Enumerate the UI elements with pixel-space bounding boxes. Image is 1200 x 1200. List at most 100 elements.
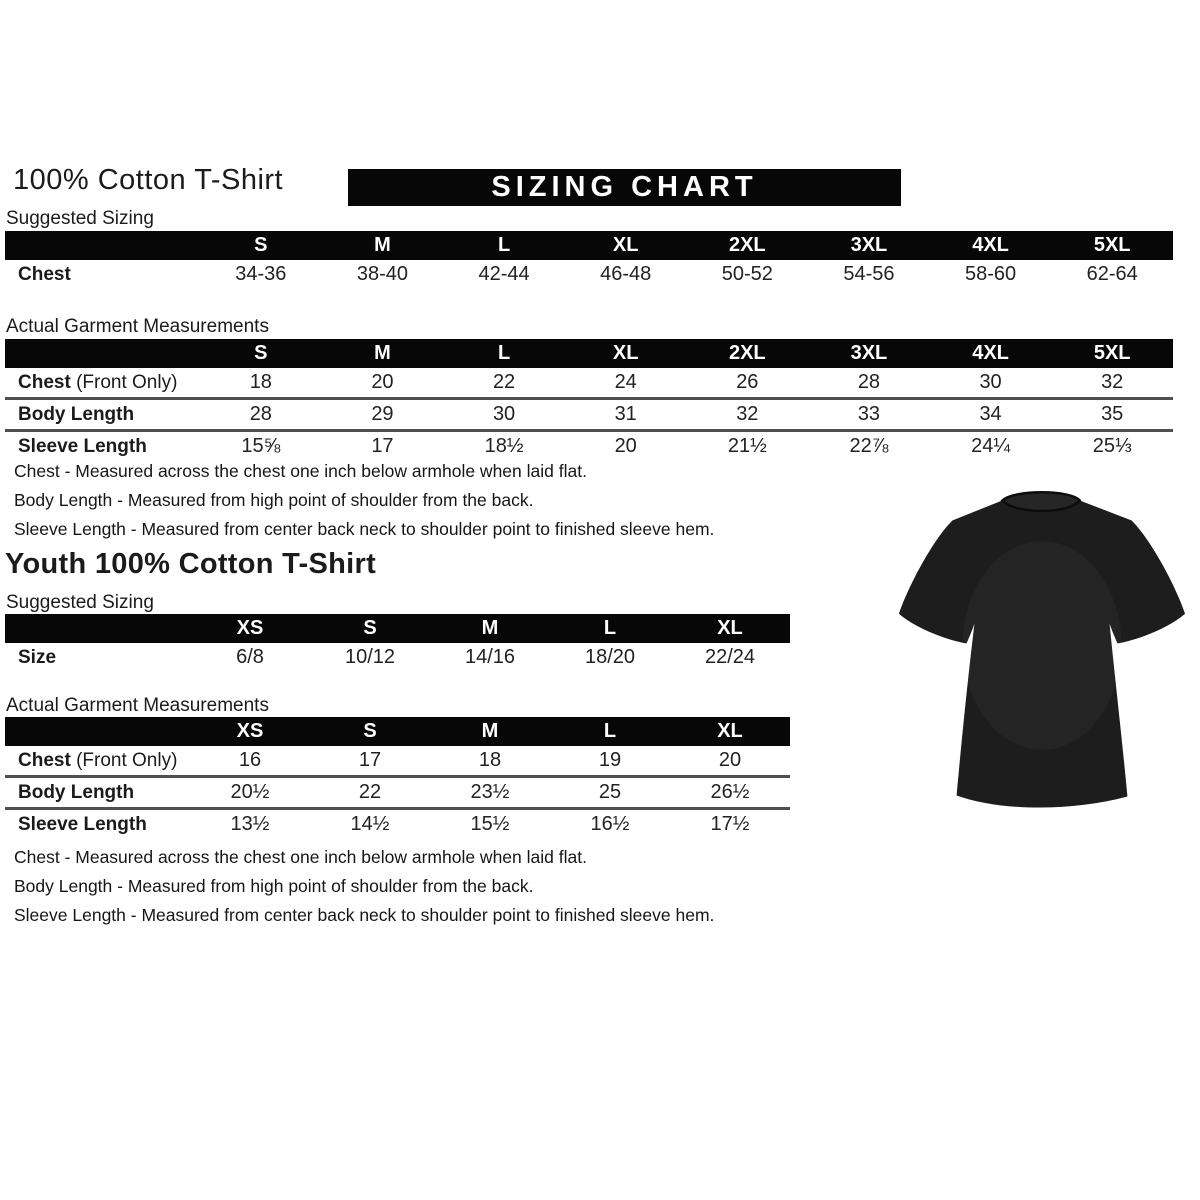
cell-value: 35 <box>1101 403 1124 425</box>
header-corner <box>5 339 200 368</box>
cell-value: 13½ <box>230 813 270 835</box>
cell-value: 54-56 <box>843 263 895 285</box>
youth-actual-header-row: XS S M L XL <box>5 717 790 746</box>
black-tshirt-graphic <box>898 491 1186 808</box>
cell-value: 17 <box>371 435 394 457</box>
column-header-m: M <box>374 234 391 256</box>
cell-value: 46-48 <box>600 263 652 285</box>
row-label: Size <box>18 646 57 668</box>
cell-value: 30 <box>492 403 516 425</box>
table-row-body-length: Body Length 28 29 30 31 32 33 34 35 <box>5 397 1173 429</box>
adult-suggested-sizing-label: Suggested Sizing <box>6 208 154 229</box>
cell-value: 26½ <box>710 781 750 803</box>
cell-value: 22 <box>492 371 516 393</box>
column-header-xl: XL <box>612 234 639 256</box>
column-header-xl: XL <box>717 720 743 742</box>
youth-actual-measurements-table: XS S M L XL Chest (Front Only) 16 17 18 … <box>5 717 790 839</box>
column-header-m: M <box>374 342 391 364</box>
note-sleeve-length: Sleeve Length - Measured from center bac… <box>14 905 715 925</box>
column-header-2xl: 2XL <box>728 342 766 364</box>
cell-value: 16 <box>238 749 262 771</box>
column-header-l: L <box>603 617 617 639</box>
row-label: Chest <box>18 263 71 285</box>
column-header-l: L <box>497 234 511 256</box>
row-label: Body Length <box>18 781 135 803</box>
cell-value: 29 <box>371 403 394 425</box>
column-header-4xl: 4XL <box>972 234 1009 256</box>
header-corner <box>5 231 200 260</box>
youth-suggested-header-row: XS S M L XL <box>5 614 790 643</box>
column-header-4xl: 4XL <box>972 342 1009 364</box>
cell-value: 21½ <box>727 435 767 457</box>
table-row-chest: Chest (Front Only) 18 20 22 24 26 28 30 … <box>5 368 1173 397</box>
cell-value: 28 <box>249 403 272 425</box>
table-row-chest: Chest (Front Only) 16 17 18 19 20 <box>5 746 790 775</box>
cell-value: 25 <box>598 781 622 803</box>
cell-value: 22/24 <box>704 646 756 668</box>
column-header-l: L <box>497 342 511 364</box>
adult-actual-header-row: S M L XL 2XL 3XL 4XL 5XL <box>5 339 1173 368</box>
cell-value: 20 <box>614 435 637 457</box>
cell-value: 32 <box>736 403 759 425</box>
table-row-body-length: Body Length 20½ 22 23½ 25 26½ <box>5 775 790 807</box>
cell-value: 31 <box>614 403 637 425</box>
cell-value: 32 <box>1101 371 1124 393</box>
cell-value: 19 <box>598 749 622 771</box>
table-row-chest: Chest 34-36 38-40 42-44 46-48 50-52 54-5… <box>5 260 1173 289</box>
sizing-chart-banner: SIZING CHART <box>348 169 901 206</box>
tshirt-image <box>893 476 1191 820</box>
row-label: Sleeve Length <box>18 435 147 457</box>
sizing-chart-banner-text: SIZING CHART <box>491 171 758 203</box>
youth-page-title: Youth 100% Cotton T-Shirt <box>5 548 377 580</box>
column-header-5xl: 5XL <box>1093 234 1131 256</box>
row-label: Sleeve Length <box>18 813 147 835</box>
cell-value: 42-44 <box>478 263 530 285</box>
adult-actual-measurements-label: Actual Garment Measurements <box>6 316 269 337</box>
cell-value: 30 <box>979 371 1002 393</box>
cell-value: 14/16 <box>464 646 516 668</box>
column-header-2xl: 2XL <box>728 234 766 256</box>
column-header-xs: XS <box>236 617 264 639</box>
column-header-xl: XL <box>717 617 743 639</box>
youth-suggested-sizing-table: XS S M L XL Size 6/8 10/12 14/16 18/20 2… <box>5 614 790 672</box>
cell-value: 15½ <box>470 813 510 835</box>
cell-value: 58-60 <box>964 263 1017 285</box>
adult-suggested-sizing-table: S M L XL 2XL 3XL 4XL 5XL Chest 34-36 38-… <box>5 231 1173 289</box>
column-header-xl: XL <box>612 342 639 364</box>
youth-actual-measurements-label: Actual Garment Measurements <box>6 695 269 716</box>
column-header-m: M <box>481 617 499 639</box>
header-corner <box>5 717 190 746</box>
column-header-3xl: 3XL <box>850 234 888 256</box>
table-row-sleeve-length: Sleeve Length 15⅝ 17 18½ 20 21½ 22⅞ 24¼ … <box>5 429 1173 461</box>
column-header-5xl: 5XL <box>1093 342 1131 364</box>
note-chest: Chest - Measured across the chest one in… <box>14 461 587 481</box>
cell-value: 18/20 <box>584 646 636 668</box>
adult-suggested-header-row: S M L XL 2XL 3XL 4XL 5XL <box>5 231 1173 260</box>
cell-value: 6/8 <box>236 646 264 668</box>
cell-value: 18 <box>249 371 272 393</box>
column-header-s: S <box>363 720 377 742</box>
column-header-s: S <box>363 617 377 639</box>
note-chest: Chest - Measured across the chest one in… <box>14 847 587 867</box>
cell-value: 24 <box>614 371 637 393</box>
column-header-s: S <box>254 234 268 256</box>
column-header-s: S <box>254 342 268 364</box>
cell-value: 18½ <box>484 435 524 457</box>
cell-value: 22⅞ <box>849 435 889 457</box>
note-body-length: Body Length - Measured from high point o… <box>14 876 534 896</box>
cell-value: 22 <box>358 781 382 803</box>
adult-measurement-notes: Chest - Measured across the chest one in… <box>14 457 714 544</box>
cell-value: 15⅝ <box>241 435 281 457</box>
youth-suggested-sizing-label: Suggested Sizing <box>6 592 154 613</box>
column-header-xs: XS <box>236 720 264 742</box>
column-header-m: M <box>481 720 499 742</box>
cell-value: 62-64 <box>1086 263 1138 285</box>
cell-value: 50-52 <box>721 263 773 285</box>
cell-value: 33 <box>857 403 881 425</box>
cell-value: 18 <box>478 749 502 771</box>
cell-value: 28 <box>857 371 881 393</box>
page-title: 100% Cotton T-Shirt <box>13 164 284 196</box>
cell-value: 20 <box>371 371 394 393</box>
table-row-size: Size 6/8 10/12 14/16 18/20 22/24 <box>5 643 790 672</box>
cell-value: 34 <box>979 403 1002 425</box>
